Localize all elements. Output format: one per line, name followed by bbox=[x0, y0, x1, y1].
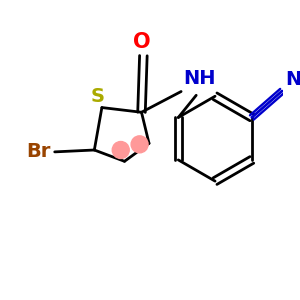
Circle shape bbox=[112, 142, 129, 158]
Text: O: O bbox=[133, 32, 150, 52]
Text: NH: NH bbox=[183, 69, 215, 88]
Circle shape bbox=[131, 136, 148, 153]
Text: N: N bbox=[285, 70, 300, 89]
Text: S: S bbox=[91, 87, 105, 106]
Text: Br: Br bbox=[27, 142, 51, 161]
